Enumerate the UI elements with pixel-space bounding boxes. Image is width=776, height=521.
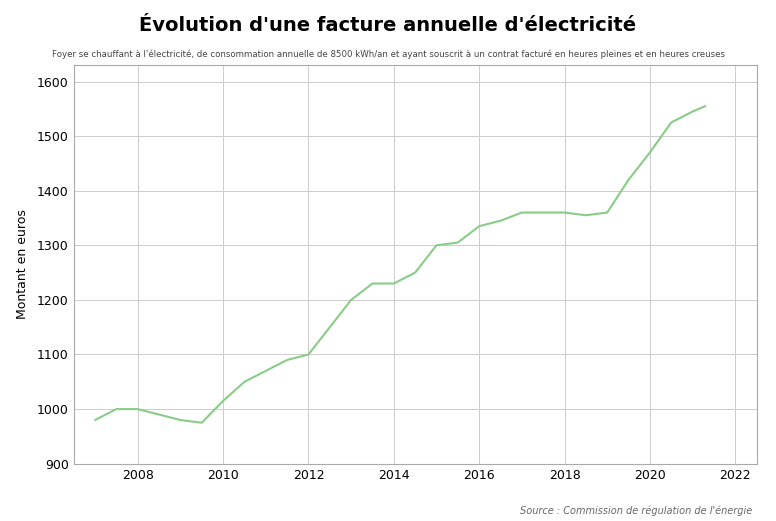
Text: Source : Commission de régulation de l'énergie: Source : Commission de régulation de l'é… xyxy=(521,505,753,516)
Text: Foyer se chauffant à l'électricité, de consommation annuelle de 8500 kWh/an et a: Foyer se chauffant à l'électricité, de c… xyxy=(51,49,725,59)
Y-axis label: Montant en euros: Montant en euros xyxy=(16,209,29,319)
Text: Évolution d'une facture annuelle d'électricité: Évolution d'une facture annuelle d'élect… xyxy=(140,16,636,34)
